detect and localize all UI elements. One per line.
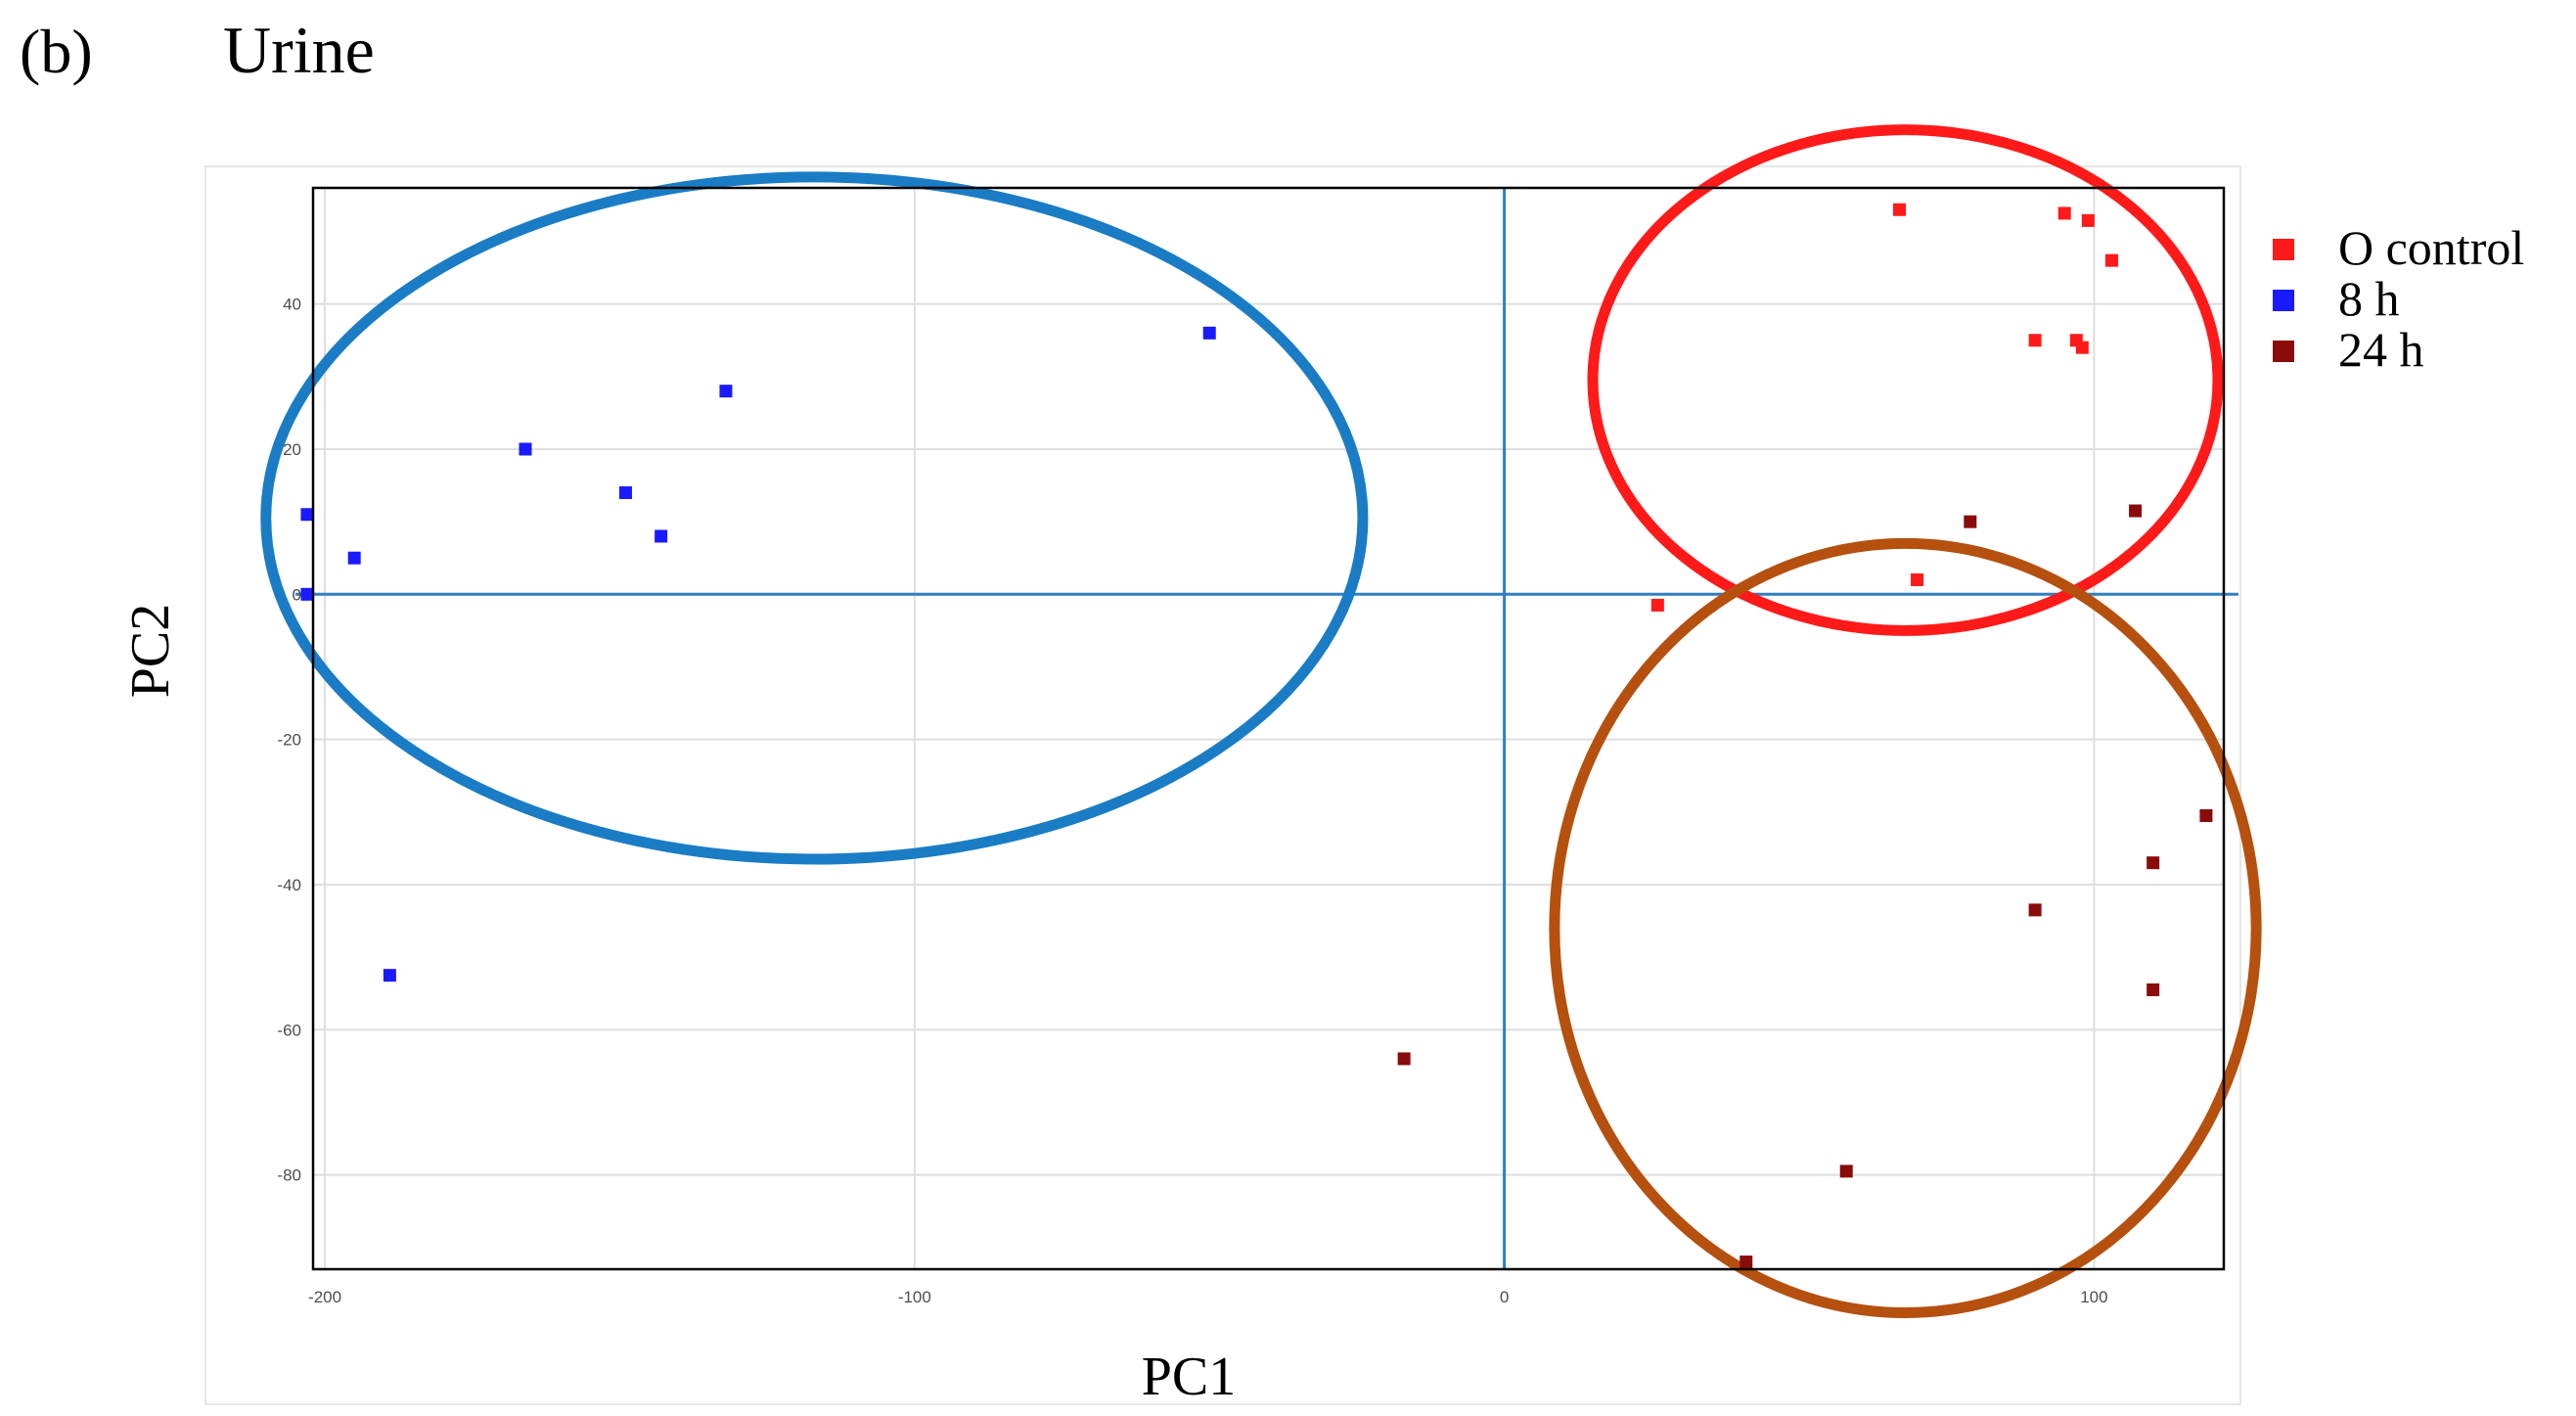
point-24-h: [2199, 808, 2213, 822]
zero-lines: [295, 188, 2238, 1269]
point-24-h: [2129, 504, 2143, 518]
x-tick-label: 100: [2080, 1288, 2107, 1306]
point-24-h: [1740, 1256, 1753, 1269]
panel-label: (b): [20, 17, 93, 86]
point-24-h: [2147, 856, 2160, 870]
point-24-h: [1839, 1165, 1853, 1178]
point-24-h: [1397, 1052, 1411, 1066]
y-axis-ticks: -80 -60 -40 -20 0 20 40: [277, 296, 301, 1185]
ellipse-8-h: [260, 171, 1369, 865]
legend-label: O control: [2338, 220, 2524, 275]
y-tick-label: 40: [283, 296, 301, 314]
ellipse-24-h: [1549, 537, 2262, 1318]
point-o-control: [2057, 206, 2071, 220]
point-o-control: [2075, 341, 2089, 354]
y-tick-label: 0: [293, 585, 301, 604]
legend-label: 8 h: [2338, 271, 2400, 326]
point-24-h: [2028, 903, 2042, 917]
point-24-h: [1964, 515, 1977, 528]
y-tick-label: -80: [277, 1166, 301, 1185]
point-8-h: [618, 485, 632, 499]
x-tick-label: 0: [1500, 1288, 1509, 1306]
x-tick-label: -100: [898, 1288, 931, 1306]
point-8-h: [300, 587, 314, 601]
legend-key-8-h: [2273, 290, 2294, 311]
point-o-control: [1650, 598, 1664, 612]
plot-panel-frame: [204, 165, 2241, 1405]
plot-border: [311, 186, 2226, 1271]
y-tick-label: -20: [277, 731, 301, 750]
data-points: [300, 203, 2213, 1269]
legend-label: 24 h: [2338, 322, 2424, 377]
chart-title: Urine: [223, 13, 375, 87]
point-8-h: [383, 969, 396, 982]
point-o-control: [2081, 213, 2095, 227]
y-tick-label: -40: [277, 876, 301, 894]
point-24-h: [2147, 982, 2160, 996]
y-tick-label: 20: [283, 440, 301, 459]
legend-key-o-control: [2273, 239, 2294, 260]
point-8-h: [1202, 326, 1216, 340]
y-tick-label: -60: [277, 1021, 301, 1039]
x-axis-label: PC1: [1142, 1347, 1237, 1407]
point-o-control: [1892, 203, 1906, 216]
point-8-h: [300, 508, 314, 522]
point-8-h: [519, 442, 532, 456]
x-axis-ticks: -200 -100 0 100: [308, 1288, 2108, 1306]
group-ellipses: [260, 124, 2262, 1318]
ellipse-o-control: [1587, 124, 2224, 636]
point-8-h: [347, 551, 361, 565]
legend-key-24-h: [2273, 341, 2294, 362]
point-8-h: [655, 529, 668, 543]
x-tick-label: -200: [308, 1288, 341, 1306]
point-8-h: [719, 385, 733, 398]
point-o-control: [1911, 572, 1924, 586]
y-axis-label: PC2: [120, 604, 181, 699]
point-o-control: [2104, 253, 2118, 267]
point-o-control: [2028, 334, 2042, 347]
